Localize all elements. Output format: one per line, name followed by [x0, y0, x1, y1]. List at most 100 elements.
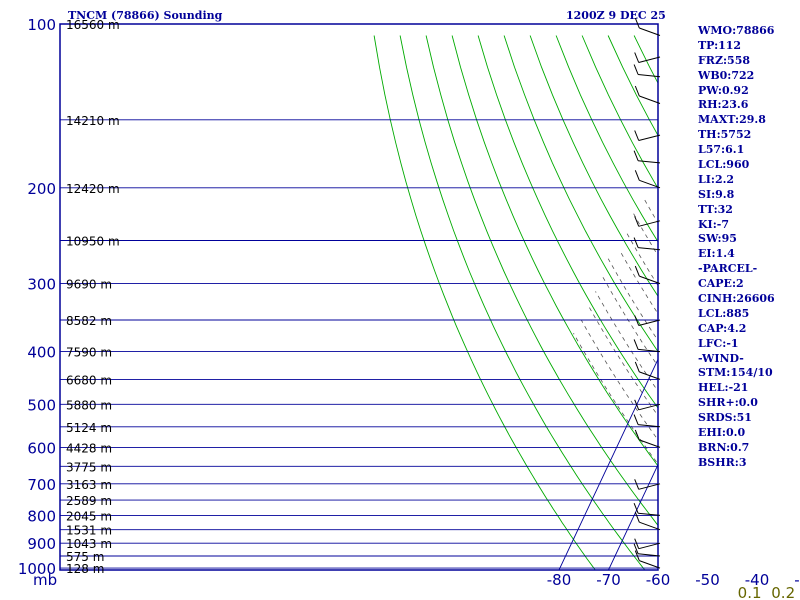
pressure-tick-label: 700 [27, 476, 56, 494]
plot-frame [59, 23, 659, 571]
pressure-tick-label: 400 [27, 344, 56, 362]
height-label: 3775 m [66, 460, 112, 474]
index-item: RH:23.6 [698, 98, 749, 112]
temperature-tick-label: -60 [646, 571, 671, 589]
index-item: SHR+:0.0 [698, 396, 758, 410]
wind-barb [639, 560, 661, 569]
wind-barb [639, 179, 661, 189]
pressure-tick-label: 200 [27, 180, 56, 198]
index-item: PW:0.92 [698, 83, 749, 97]
temperature-tick-label: -80 [547, 571, 572, 589]
index-item: SRDS:51 [698, 411, 752, 425]
height-label: 3163 m [66, 478, 112, 492]
index-item: STM:154/10 [698, 366, 773, 380]
wind-barb-flag [633, 339, 639, 350]
wind-barb [639, 521, 661, 531]
wind-barb [638, 348, 661, 353]
wind-barb [639, 275, 661, 285]
moist-adiabat [580, 319, 658, 441]
wind-barb-flag [634, 85, 640, 97]
index-item: SI:9.8 [698, 187, 735, 201]
pressure-tick-label: 300 [27, 276, 56, 294]
wind-barb [639, 371, 661, 380]
index-item: FRZ:558 [698, 53, 751, 67]
wind-barb-flag [634, 361, 640, 373]
pressure-tick-label: 900 [27, 535, 56, 553]
index-item: SW:95 [698, 232, 737, 246]
pressure-tick-label: 1000 [18, 560, 56, 578]
index-item: LCL:885 [698, 306, 750, 320]
height-label: 128 m [66, 562, 104, 576]
height-label: 2589 m [66, 494, 112, 508]
index-item: TT:32 [698, 202, 733, 216]
wind-barb [638, 247, 661, 251]
height-label: 1043 m [66, 537, 112, 551]
wind-barb-flag [634, 130, 640, 141]
index-item: CINH:26606 [698, 292, 775, 306]
wind-barb-flag [634, 52, 640, 63]
dry-adiabat [529, 35, 658, 297]
wind-barb-flag [634, 315, 640, 326]
wind-barb-flag [634, 399, 640, 410]
index-item: -PARCEL- [698, 262, 758, 276]
index-item: EI:1.4 [698, 247, 735, 261]
height-label: 12420 m [66, 182, 120, 196]
height-label: 4428 m [66, 441, 112, 455]
height-label: 16560 m [66, 18, 120, 32]
wind-barb-flag [633, 414, 639, 425]
dry-adiabat [399, 35, 646, 570]
mixing-ratio-label: 0.1 [738, 584, 762, 600]
station-title: TNCM (78866) Sounding [68, 9, 223, 22]
mixing-ratio-label: 0.2 [771, 584, 795, 600]
wind-barb [638, 512, 661, 516]
index-item: LFC:-1 [698, 336, 739, 350]
wind-barb [638, 483, 661, 490]
isotherm [608, 463, 658, 570]
wind-barb-flag [634, 512, 640, 523]
temperature-tick-label: -30 [794, 571, 800, 589]
pressure-tick-label: 800 [27, 507, 56, 525]
axis-unit-label: mb [33, 571, 57, 589]
wind-barbs [633, 17, 661, 569]
isotherm [558, 358, 658, 570]
height-label: 6680 m [66, 373, 112, 387]
wind-barb [639, 439, 661, 448]
index-item: LCL:960 [698, 158, 750, 172]
wind-barb-flag [634, 216, 640, 227]
valid-time: 1200Z 9 DEC 25 [566, 9, 666, 22]
height-label: 2045 m [66, 509, 112, 523]
index-item: WB0:722 [698, 68, 755, 82]
wind-barb-flag [634, 429, 640, 441]
pressure-tick-label: 600 [27, 439, 56, 457]
wind-barb-flag [633, 543, 639, 554]
wind-barb [638, 403, 661, 411]
wind-barb [638, 134, 661, 141]
index-item: BSHR:3 [698, 455, 747, 469]
height-label: 575 m [66, 550, 104, 564]
height-label: 5124 m [66, 421, 112, 435]
index-item: EHI:0.0 [698, 426, 746, 440]
wind-barb [639, 27, 661, 36]
index-item: TH:5752 [698, 128, 752, 142]
height-label: 9690 m [66, 278, 112, 292]
index-item: MAXT:29.8 [698, 113, 766, 127]
wind-barb-flag [634, 17, 640, 29]
temperature-tick-label: -70 [596, 571, 621, 589]
wind-barb [638, 319, 661, 326]
dry-adiabat [477, 35, 658, 409]
index-item: CAP:4.2 [698, 321, 747, 335]
wind-barb-flag [634, 170, 640, 181]
temperature-tick-label: -50 [695, 571, 720, 589]
height-label: 10950 m [66, 235, 120, 249]
wind-barb-flag [633, 150, 639, 161]
wind-barb-flag [634, 550, 640, 561]
height-label: 14210 m [66, 114, 120, 128]
wind-barb-flag [633, 503, 639, 514]
index-item: L57:6.1 [698, 143, 745, 157]
height-label: 5880 m [66, 398, 112, 412]
chart-labels: 100 200 300 400 500 600 700 800 900 1000 16560 m 14… [18, 16, 800, 600]
wind-barb [638, 56, 661, 63]
wind-barb [638, 160, 661, 164]
wind-barb-flag [633, 64, 639, 75]
